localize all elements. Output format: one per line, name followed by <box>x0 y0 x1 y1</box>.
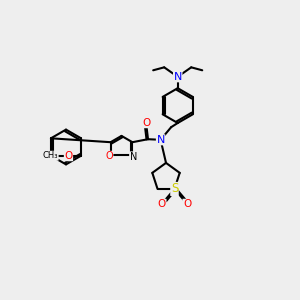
Text: N: N <box>130 152 137 162</box>
Text: S: S <box>171 182 178 195</box>
Text: O: O <box>105 151 113 161</box>
Text: O: O <box>142 118 151 128</box>
Text: N: N <box>173 72 182 82</box>
Text: O: O <box>64 151 73 161</box>
Text: O: O <box>158 199 166 209</box>
Text: CH₃: CH₃ <box>43 151 58 160</box>
Text: O: O <box>183 199 191 209</box>
Text: N: N <box>156 135 165 145</box>
